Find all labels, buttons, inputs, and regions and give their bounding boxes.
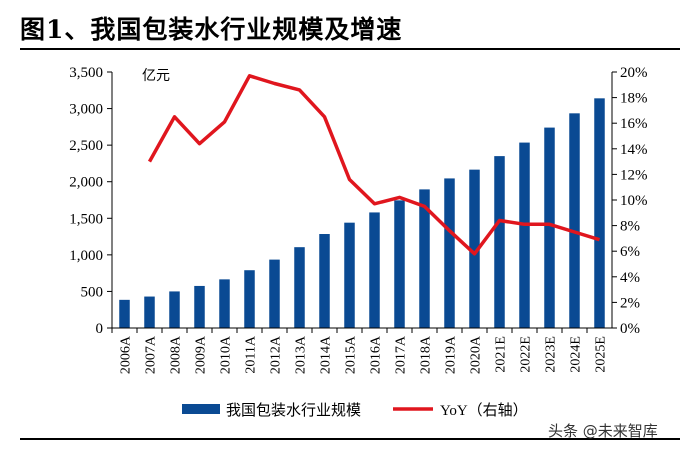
bar: [494, 156, 505, 328]
x-tick-label: 2020A: [469, 335, 484, 374]
bar: [294, 247, 305, 328]
legend-bar-label: 我国包装水行业规模: [226, 402, 361, 419]
left-tick-label: 1,000: [69, 248, 103, 264]
yoy-series-line: [147, 74, 601, 256]
x-tick-label: 2017A: [394, 335, 409, 374]
bar: [394, 200, 405, 328]
bar: [169, 291, 180, 328]
right-tick-label: 16%: [620, 116, 648, 132]
x-tick-label: 2018A: [419, 335, 434, 374]
x-tick-label: 2009A: [194, 335, 209, 374]
left-tick-label: 3,500: [69, 65, 103, 81]
page-title: 图1、我国包装水行业规模及增速: [20, 15, 403, 44]
bar: [269, 259, 280, 328]
right-tick-label: 12%: [620, 167, 648, 183]
unit-label: 亿元: [142, 68, 170, 84]
right-tick-label: 14%: [620, 142, 648, 158]
right-tick-label: 2%: [620, 295, 640, 311]
bar: [144, 296, 155, 328]
legend-line-label: YoY（右轴）: [440, 402, 528, 419]
bar: [194, 285, 205, 328]
x-tick-label: 2024E: [569, 336, 584, 373]
bar: [319, 234, 330, 328]
x-tick-label: 2022E: [519, 336, 534, 373]
bar: [419, 189, 430, 328]
bar: [219, 279, 230, 328]
title-bar: 图1、我国包装水行业规模及增速: [20, 10, 680, 44]
right-tick-label: 0%: [620, 321, 640, 337]
x-tick-label: 2013A: [294, 335, 309, 374]
bar: [469, 169, 480, 328]
watermark: 头条 @未来智库: [548, 422, 658, 440]
right-tick-label: 20%: [620, 65, 648, 81]
left-tick-label: 2,500: [69, 138, 103, 154]
x-tick-label: 2021E: [494, 336, 509, 373]
x-tick-label: 2011A: [244, 335, 259, 373]
x-tick-label: 2010A: [219, 335, 234, 374]
right-tick-label: 18%: [620, 91, 648, 107]
right-tick-label: 8%: [620, 219, 640, 235]
left-tick-label: 500: [81, 284, 104, 300]
x-tick-label: 2006A: [119, 335, 134, 374]
x-tick-label: 2019A: [444, 335, 459, 374]
bar: [369, 212, 380, 328]
x-tick-label: 2014A: [319, 335, 334, 374]
bar: [594, 98, 605, 329]
x-tick-label: 2008A: [169, 335, 184, 374]
bar: [519, 142, 530, 328]
bar: [244, 270, 255, 328]
bottom-rule: [20, 438, 680, 440]
x-tick-label: 2025E: [594, 336, 609, 373]
right-tick-label: 6%: [620, 244, 640, 260]
top-rule: [20, 48, 680, 50]
left-tick-label: 3,000: [69, 102, 103, 118]
bar: [344, 222, 355, 328]
bar: [119, 299, 130, 328]
right-tick-label: 10%: [620, 193, 648, 209]
x-tick-label: 2015A: [344, 335, 359, 374]
bar: [569, 113, 580, 328]
left-tick-label: 0: [96, 321, 104, 337]
right-tick-label: 4%: [620, 270, 640, 286]
left-tick-label: 1,500: [69, 211, 103, 227]
bar: [444, 178, 455, 328]
x-tick-label: 2023E: [544, 336, 559, 373]
x-tick-label: 2012A: [269, 335, 284, 374]
left-tick-label: 2,000: [69, 175, 103, 191]
x-tick-label: 2016A: [369, 335, 384, 374]
legend-bar-swatch: [182, 404, 220, 414]
x-tick-label: 2007A: [144, 335, 159, 374]
bar: [544, 127, 555, 329]
